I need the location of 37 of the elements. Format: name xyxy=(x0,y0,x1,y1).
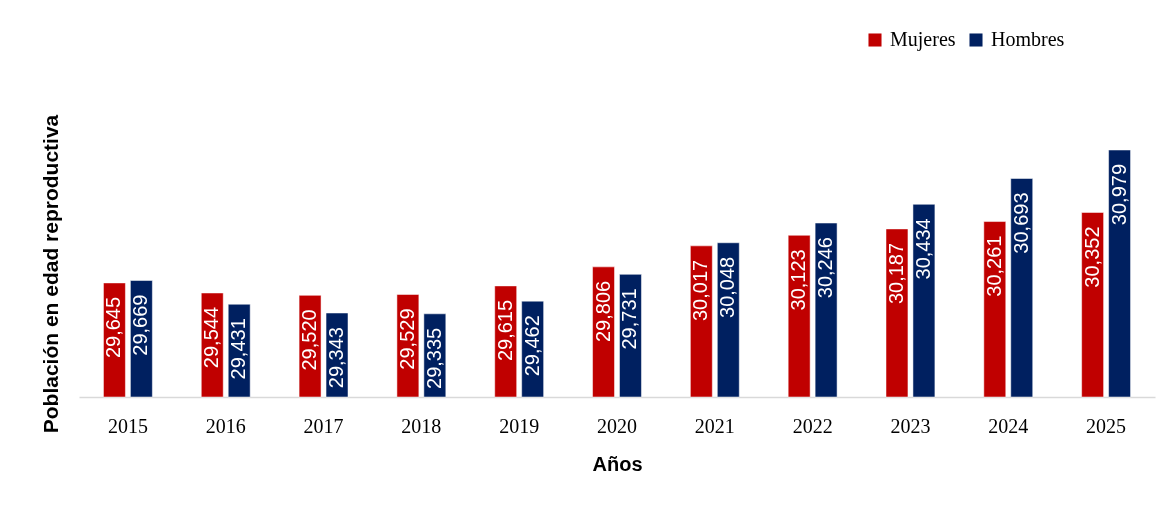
data-label: 30,187 xyxy=(884,242,907,305)
data-label: 30,261 xyxy=(982,235,1005,297)
data-label: 29,544 xyxy=(200,306,223,369)
x-tick-label: 2024 xyxy=(988,414,1029,437)
data-label: 30,693 xyxy=(1009,192,1032,254)
data-label: 29,669 xyxy=(129,294,152,356)
data-label: 29,529 xyxy=(395,308,418,370)
data-label: 29,645 xyxy=(102,296,125,359)
x-tick-label: 2018 xyxy=(401,414,442,437)
x-tick-label: 2020 xyxy=(597,414,637,437)
x-tick-label: 2021 xyxy=(694,414,735,437)
data-label: 29,806 xyxy=(591,280,614,343)
data-label: 29,520 xyxy=(298,309,321,371)
data-label: 29,335 xyxy=(422,327,445,389)
x-tick-label: 2025 xyxy=(1086,414,1127,437)
x-tick-label: 2023 xyxy=(890,414,931,437)
legend-label: Hombres xyxy=(991,28,1065,50)
data-label: 30,048 xyxy=(716,256,739,318)
data-label: 30,123 xyxy=(787,249,810,311)
data-label: 30,979 xyxy=(1107,164,1130,226)
data-label: 30,434 xyxy=(911,218,934,280)
data-label: 30,246 xyxy=(814,237,837,299)
data-label: 29,431 xyxy=(227,318,250,380)
data-label: 29,731 xyxy=(618,288,641,350)
legend-label: Mujeres xyxy=(890,28,956,51)
data-label: 30,017 xyxy=(689,259,712,322)
y-axis-title: Población en edad reproductiva xyxy=(38,114,62,434)
x-tick-label: 2022 xyxy=(792,414,833,437)
data-label: 29,462 xyxy=(520,315,543,377)
data-label: 30,352 xyxy=(1080,226,1103,288)
x-tick-label: 2019 xyxy=(499,414,540,437)
x-tick-label: 2016 xyxy=(205,414,246,437)
data-label: 29,615 xyxy=(493,299,516,362)
x-tick-label: 2017 xyxy=(303,414,344,437)
x-axis-title: Años xyxy=(592,452,643,475)
data-label: 29,343 xyxy=(325,327,348,389)
x-tick-label: 2015 xyxy=(107,414,148,437)
